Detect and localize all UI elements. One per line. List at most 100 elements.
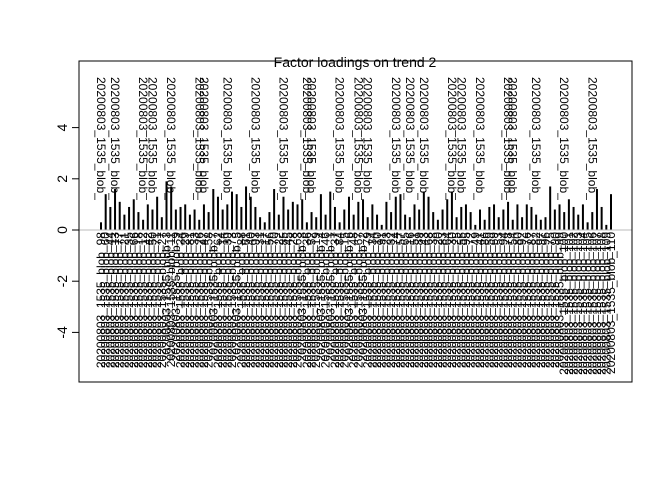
bar-category-label: 20200803_1535_blob_51 [407,232,421,368]
bar-value-label: 20200803_1535_blob_ [417,77,431,200]
bar-category-label: 20200803_1535_blob_86 [478,232,492,368]
bar-category-label: 20200803_1535_blob_16 [403,232,417,368]
bar-category-label: 20200803_1535_blob_80 [510,232,524,368]
y-tick-label: 4 [54,123,70,131]
bar-category-label: 20200803_1535_blob_93 [248,232,262,368]
bar-category-label: 20200803_1535_blob_55 [454,232,468,368]
bar-category-label: 20200803_1535_blob_38 [426,232,440,368]
bar-category-label: 20200803_1535_blob_78 [501,232,515,368]
bar-category-label: 20200803_1535_blob_39 [220,232,234,368]
bar-category-label: 20200803_1535_blob_34 [365,232,379,368]
bar-category-label: 20200803_1535_blob_107 [590,232,604,375]
bar-category-label: 20200803_1535_blob_48 [347,232,361,368]
bar-value-label: 20200803_1535_blob_ [529,77,543,200]
bar-category-label: 20200803_1535_blob_95 [459,232,473,368]
bar-category-label: 20200803_1535_blob_36 [300,232,314,368]
y-axis: -4 -2 0 2 4 [54,123,80,339]
bar-category-label: 20200803_1535_blob_97 [534,232,548,368]
bar-category-label: 20200803_1535_blob_87 [524,232,538,368]
y-tick-label: 0 [54,226,70,234]
bar-category-label: 20200803_1535_blob_82 [529,232,543,368]
bar-category-label: 20200803_1535_blob_109 [599,232,613,375]
bar-category-label: 20200803_1535_blob_43 [417,232,431,368]
bar-category-label: 20200803_1535_blob_61 [239,232,253,368]
bar-category-label: 20200803_1535_blob_42 [141,232,155,368]
bar-label-group-below: 20200803_1535_blob_9820200803_1535_blob_… [94,232,618,375]
bar-category-label: 20200803_1535_blob_71 [150,232,164,368]
bar-category-label: 20200803_1535_blob_54 [506,232,520,368]
bar-category-label: 20200803_1535_blob_18 [131,232,145,368]
bar-category-label: 20200803_1535_blob_57 [393,232,407,368]
bar-category-label: 20200803_1535_blob_94 [496,232,510,368]
bar-category-label: 20200803_1535_blob_27 [155,232,169,368]
bar-category-label: 20200803_1535_blob_52 [305,232,319,368]
bar-category-label: 20200803_1535_blob_77 [113,232,127,368]
bar-category-label: 20200803_1535_blob_12 [136,232,150,368]
bar-category-label: 20200803_1535_blob_60 [99,232,113,368]
bar-value-label: 20200803_1535_blob_ [136,77,150,200]
bar-category-label: 20200803_1535_blob_75 [543,232,557,368]
bar-value-label: 20200803_1535_blob_ [108,77,122,200]
bar-category-label: 20200803_1535_blob_67 [351,232,365,368]
bar-category-label: 20200803_1535_blob_4 [314,232,328,362]
bar-value-label: 20200803_1535_blob_ [445,77,459,200]
bar-category-label: 20200803_1535_blob_62 [211,232,225,368]
bar-group [100,181,612,230]
bar-category-label: 20200803_1535_blob_23 [379,232,393,368]
bar-value-label: 20200803_1535_blob_ [506,77,520,200]
bar-value-label: 20200803_1535_blob_ [300,77,314,200]
bar-category-label: 20200803_1535_blob_40 [244,232,258,368]
chart-title: Factor loadings on trend 2 [274,54,437,70]
bar-category-label: 20200803_1535_blob_41 [473,232,487,368]
bar-value-label: 20200803_1535_blob_ [585,77,599,200]
bar-value-label: 20200803_1535_blob_ [145,77,159,200]
bar-category-label: 20200803_1535_blob_59 [482,232,496,368]
bar-category-label: 20200803_1535_blob_6 [342,232,356,362]
bar-category-label: 20200803_1535_blob_72 [464,232,478,368]
bar-value-label: 20200803_1535_blob_ [197,77,211,200]
bar-category-label: 20200803_1535_blob_70 [267,232,281,368]
bar-category-label: 20200803_1535_blob_58 [202,232,216,368]
bar-category-label: 20200803_1535_blob_29 [178,232,192,368]
bar-category-label: 20200803_1535_blob_15 [337,232,351,368]
bar-category-label: 20200803_1535_blob_26 [192,232,206,368]
bar-category-label: 20200803_1535_blob_44 [103,232,117,368]
bar-category-label: 20200803_1535_blob_96 [538,232,552,368]
bar-category-label: 20200803_1535_blob_92 [515,232,529,368]
bar-category-label: 20200803_1535_blob_3 [160,232,174,362]
bar-category-label: 20200803_1535_blob_85 [276,232,290,368]
bar-category-label: 20200803_1535_blob_1 [323,232,337,362]
bar-category-label: 20200803_1535_blob_89 [412,232,426,368]
bar-value-label: 20200803_1535_blob_ [220,77,234,200]
bar-category-label: 20200803_1535_blob_50 [145,232,159,368]
bar-category-label: 20200803_1535_blob_98 [94,232,108,368]
bar-value-label: 20200803_1535_blob_ [351,77,365,200]
bar-category-label: 20200803_1535_blob_33 [188,232,202,368]
y-tick-label: -2 [54,275,70,288]
bar-category-label: 20200803_1535_blob_83 [436,232,450,368]
bar-category-label: 20200803_1535_blob_31 [253,232,267,368]
bar-category-label: 20200803_1535_blob_110 [604,232,618,374]
bar-value-label: 20200803_1535_blob_ [389,77,403,200]
bar-category-label: 20200803_1535_blob_10 [370,232,384,368]
bar-label-group-above: 20200803_1535_blob_ 20200803_1535_blob_ 20… [94,77,599,200]
bar-category-label: 20200803_1535_blob_30 [445,232,459,368]
bar-category-label: 20200803_1535_blob_90 [548,232,562,368]
bar-value-label: 20200803_1535_blob_ [361,77,375,200]
bar-category-label: 20200803_1535_blob_99 [553,232,567,368]
bar-category-label: 20200803_1535_blob_2 [356,232,370,362]
bar-category-label: 20200803_1535_blob_102 [567,232,581,375]
bar-category-label: 20200803_1535_blob_28 [286,232,300,368]
bar-category-label: 20200803_1535_blob_47 [197,232,211,368]
bar-category-label: 20200803_1535_blob_37 [328,232,342,368]
bar-category-label: 20200803_1535_blob_64 [440,232,454,368]
bar-category-label: 20200803_1535_blob_35 [122,232,136,368]
bar-category-label: 20200803_1535_blob_22 [272,232,286,368]
bar-category-label: 20200803_1535_blob_81 [183,232,197,368]
bar-value-label: 20200803_1535_blob_ [248,77,262,200]
bar-category-label: 20200803_1535_blob_49 [468,232,482,368]
bar-category-label: 20200803_1535_blob_84 [333,232,347,368]
bar-value-label: 20200803_1535_blob_ [164,77,178,200]
bar-category-label: 20200803_1535_blob_9 [169,232,183,362]
